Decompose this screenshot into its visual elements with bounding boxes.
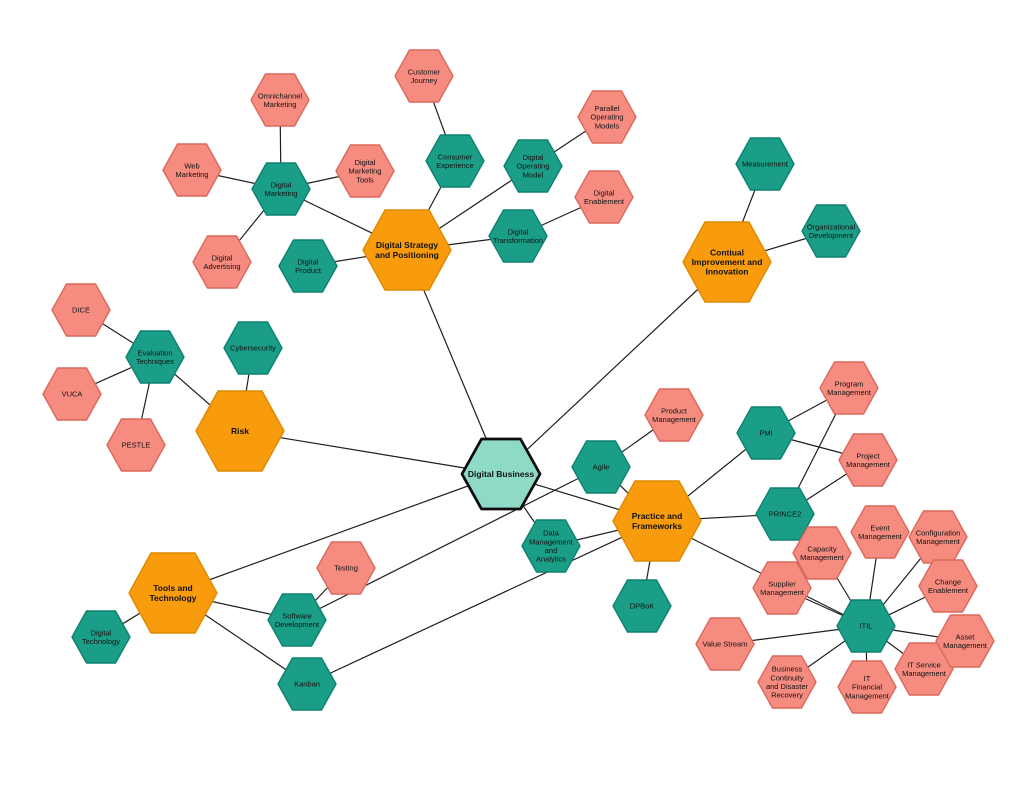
node-project-management[interactable]: Project Management <box>838 433 898 487</box>
node-program-management-hexagon[interactable] <box>819 361 879 415</box>
node-tt[interactable]: Tools and Technology <box>128 552 218 634</box>
node-measurement[interactable]: Measurement <box>735 137 795 191</box>
node-value-stream-hexagon[interactable] <box>695 617 755 671</box>
node-organizational-development[interactable]: Organizational Development <box>801 204 861 258</box>
node-it-financial-management[interactable]: IT Financial Management <box>837 660 897 714</box>
node-software-development-hexagon[interactable] <box>267 593 327 647</box>
node-product-management-hexagon[interactable] <box>644 388 704 442</box>
node-dpbok-hexagon[interactable] <box>612 579 672 633</box>
node-digital-transformation-hexagon[interactable] <box>488 209 548 263</box>
node-pf[interactable]: Practice and Frameworks <box>612 480 702 562</box>
node-customer-journey-hexagon[interactable] <box>394 49 454 103</box>
node-web-marketing-hexagon[interactable] <box>162 143 222 197</box>
edge-digital-business-tt <box>172 473 502 594</box>
node-business-continuity-hexagon[interactable] <box>757 655 817 709</box>
node-pmi-hexagon[interactable] <box>736 406 796 460</box>
node-agile-hexagon[interactable] <box>571 440 631 494</box>
edge-digital-business-cii <box>500 261 728 475</box>
node-cii[interactable]: Contiual Improvement and Innovation <box>682 221 772 303</box>
node-dice-hexagon[interactable] <box>51 283 111 337</box>
node-event-management-hexagon[interactable] <box>850 505 910 559</box>
node-digital-product[interactable]: Digital Product <box>278 239 338 293</box>
node-layer: Digital Business Digital Strategy and Posi… <box>42 49 995 714</box>
node-risk-hexagon[interactable] <box>195 390 285 472</box>
node-digital-operating-model-hexagon[interactable] <box>503 139 563 193</box>
node-agile[interactable]: Agile <box>571 440 631 494</box>
node-cybersecurity-hexagon[interactable] <box>223 321 283 375</box>
edge-digital-business-risk <box>239 430 502 475</box>
node-prince2-hexagon[interactable] <box>755 487 815 541</box>
node-kanban[interactable]: Kanban <box>277 657 337 711</box>
node-business-continuity[interactable]: Business Continuity and Disaster Recovery <box>757 655 817 709</box>
edge-pf-kanban <box>306 520 658 685</box>
node-testing[interactable]: Testing <box>316 541 376 595</box>
node-web-marketing[interactable]: Web Marketing <box>162 143 222 197</box>
node-risk[interactable]: Risk <box>195 390 285 472</box>
node-data-management-analytics[interactable]: Data Management and Analytics <box>521 519 581 573</box>
node-asset-management-hexagon[interactable] <box>935 614 995 668</box>
node-digital-business[interactable]: Digital Business <box>460 437 542 511</box>
node-digital-enablement-hexagon[interactable] <box>574 170 634 224</box>
node-change-enablement[interactable]: Change Enablement <box>918 559 978 613</box>
node-project-management-hexagon[interactable] <box>838 433 898 487</box>
node-product-management[interactable]: Product Management <box>644 388 704 442</box>
node-digital-business-hexagon[interactable] <box>460 437 542 511</box>
node-digital-marketing[interactable]: Digital Marketing <box>251 162 311 216</box>
node-omnichannel-marketing-hexagon[interactable] <box>250 73 310 127</box>
node-pmi[interactable]: PMI <box>736 406 796 460</box>
node-organizational-development-hexagon[interactable] <box>801 204 861 258</box>
node-itil-hexagon[interactable] <box>836 599 896 653</box>
node-capacity-management-hexagon[interactable] <box>792 526 852 580</box>
node-consumer-experience-hexagon[interactable] <box>425 134 485 188</box>
node-parallel-operating-models-hexagon[interactable] <box>577 90 637 144</box>
node-vuca[interactable]: VUCA <box>42 367 102 421</box>
node-it-financial-management-hexagon[interactable] <box>837 660 897 714</box>
node-digital-marketing-tools[interactable]: Digital Marketing Tools <box>335 144 395 198</box>
node-data-management-analytics-hexagon[interactable] <box>521 519 581 573</box>
node-consumer-experience[interactable]: Consumer Experience <box>425 134 485 188</box>
node-tt-hexagon[interactable] <box>128 552 218 634</box>
node-kanban-hexagon[interactable] <box>277 657 337 711</box>
node-digital-transformation[interactable]: Digital Transformation <box>488 209 548 263</box>
node-supplier-management-hexagon[interactable] <box>752 561 812 615</box>
node-cybersecurity[interactable]: Cybersecurity <box>223 321 283 375</box>
node-digital-enablement[interactable]: Digital Enablement <box>574 170 634 224</box>
node-configuration-management[interactable]: Configuration Management <box>908 510 968 564</box>
node-it-service-management-hexagon[interactable] <box>894 642 954 696</box>
node-digital-technology-hexagon[interactable] <box>71 610 131 664</box>
node-digital-product-hexagon[interactable] <box>278 239 338 293</box>
node-digital-advertising[interactable]: Digital Advertising <box>192 235 252 289</box>
node-digital-technology[interactable]: Digital Technology <box>71 610 131 664</box>
node-pestle[interactable]: PESTLE <box>106 418 166 472</box>
node-digital-marketing-hexagon[interactable] <box>251 162 311 216</box>
node-digital-marketing-tools-hexagon[interactable] <box>335 144 395 198</box>
node-event-management[interactable]: Event Management <box>850 505 910 559</box>
node-dice[interactable]: DICE <box>51 283 111 337</box>
node-digital-advertising-hexagon[interactable] <box>192 235 252 289</box>
node-software-development[interactable]: Software Development <box>267 593 327 647</box>
node-parallel-operating-models[interactable]: Parallel Operating Models <box>577 90 637 144</box>
node-testing-hexagon[interactable] <box>316 541 376 595</box>
node-configuration-management-hexagon[interactable] <box>908 510 968 564</box>
node-cii-hexagon[interactable] <box>682 221 772 303</box>
node-omnichannel-marketing[interactable]: Omnichannel Marketing <box>250 73 310 127</box>
node-measurement-hexagon[interactable] <box>735 137 795 191</box>
node-dpbok[interactable]: DPBoK <box>612 579 672 633</box>
node-program-management[interactable]: Program Management <box>819 361 879 415</box>
node-change-enablement-hexagon[interactable] <box>918 559 978 613</box>
node-dsp-hexagon[interactable] <box>362 209 452 291</box>
node-dsp[interactable]: Digital Strategy and Positioning <box>362 209 452 291</box>
node-value-stream[interactable]: Value Stream <box>695 617 755 671</box>
node-vuca-hexagon[interactable] <box>42 367 102 421</box>
node-itil[interactable]: ITIL <box>836 599 896 653</box>
node-customer-journey[interactable]: Customer Journey <box>394 49 454 103</box>
node-pestle-hexagon[interactable] <box>106 418 166 472</box>
node-evaluation-techniques-hexagon[interactable] <box>125 330 185 384</box>
node-digital-operating-model[interactable]: Digital Operating Model <box>503 139 563 193</box>
node-pf-hexagon[interactable] <box>612 480 702 562</box>
